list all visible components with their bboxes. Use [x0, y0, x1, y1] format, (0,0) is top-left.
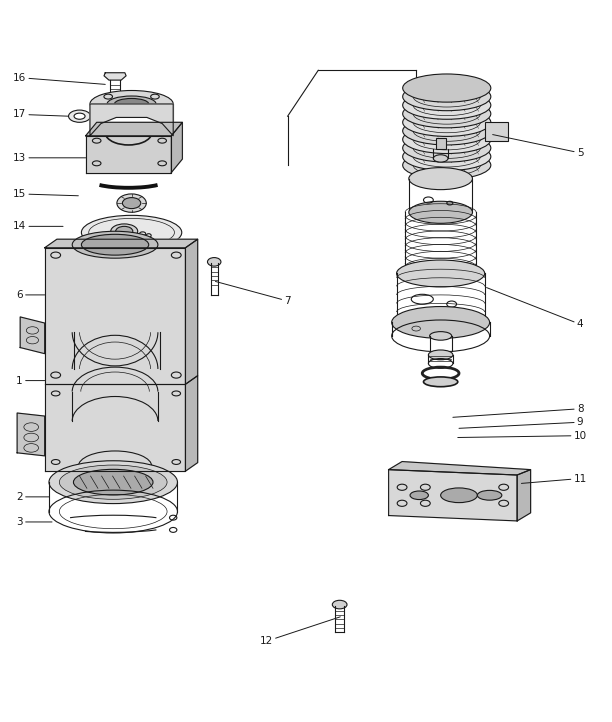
Text: 7: 7: [215, 282, 291, 306]
Text: 6: 6: [17, 290, 45, 300]
Ellipse shape: [73, 469, 153, 495]
Ellipse shape: [410, 491, 428, 500]
Text: 9: 9: [459, 417, 583, 428]
Ellipse shape: [392, 307, 490, 339]
Ellipse shape: [81, 235, 149, 255]
Ellipse shape: [403, 108, 491, 136]
Ellipse shape: [117, 194, 146, 212]
Ellipse shape: [477, 490, 502, 500]
Ellipse shape: [430, 331, 452, 340]
Ellipse shape: [428, 350, 453, 360]
Ellipse shape: [49, 461, 177, 504]
Polygon shape: [90, 104, 173, 136]
Ellipse shape: [69, 110, 91, 122]
Text: 14: 14: [13, 222, 63, 231]
Polygon shape: [17, 413, 45, 456]
Polygon shape: [104, 73, 126, 80]
Text: 16: 16: [13, 73, 105, 84]
Text: 10: 10: [458, 430, 587, 440]
Text: 13: 13: [13, 153, 86, 163]
Text: 8: 8: [453, 404, 583, 417]
Ellipse shape: [111, 224, 138, 238]
Ellipse shape: [74, 113, 85, 119]
Ellipse shape: [403, 117, 491, 145]
Polygon shape: [171, 122, 182, 173]
Ellipse shape: [397, 260, 485, 287]
Ellipse shape: [403, 100, 491, 128]
Polygon shape: [389, 461, 531, 475]
Text: 2: 2: [17, 492, 49, 502]
Bar: [485, 122, 508, 141]
Polygon shape: [185, 375, 198, 471]
Ellipse shape: [116, 227, 133, 236]
Ellipse shape: [114, 98, 149, 110]
Ellipse shape: [409, 168, 472, 190]
Polygon shape: [45, 239, 198, 248]
Ellipse shape: [441, 488, 477, 503]
Ellipse shape: [409, 201, 472, 223]
Text: 3: 3: [17, 517, 52, 527]
Text: 17: 17: [13, 109, 69, 119]
Ellipse shape: [403, 142, 491, 170]
Bar: [436, 138, 446, 149]
Ellipse shape: [107, 96, 156, 112]
Polygon shape: [185, 239, 198, 384]
Ellipse shape: [403, 151, 491, 179]
Ellipse shape: [403, 134, 491, 162]
Polygon shape: [20, 317, 45, 354]
Polygon shape: [86, 122, 182, 136]
Text: 11: 11: [521, 474, 587, 484]
Ellipse shape: [81, 215, 182, 250]
Text: 4: 4: [487, 287, 583, 329]
Polygon shape: [45, 384, 185, 471]
Text: 5: 5: [493, 134, 583, 158]
Polygon shape: [86, 136, 171, 173]
Polygon shape: [45, 248, 185, 384]
Ellipse shape: [72, 231, 158, 258]
Polygon shape: [517, 469, 531, 521]
Ellipse shape: [424, 377, 458, 387]
Text: 15: 15: [13, 189, 78, 199]
Text: 1: 1: [17, 375, 45, 386]
Ellipse shape: [59, 465, 167, 500]
Text: 12: 12: [259, 617, 340, 646]
Ellipse shape: [403, 74, 491, 102]
Ellipse shape: [207, 258, 221, 266]
Polygon shape: [389, 469, 517, 521]
Ellipse shape: [403, 126, 491, 154]
Ellipse shape: [433, 155, 448, 162]
Ellipse shape: [332, 600, 347, 609]
Ellipse shape: [90, 90, 173, 118]
Ellipse shape: [122, 198, 141, 209]
Ellipse shape: [403, 82, 491, 110]
Ellipse shape: [403, 91, 491, 119]
